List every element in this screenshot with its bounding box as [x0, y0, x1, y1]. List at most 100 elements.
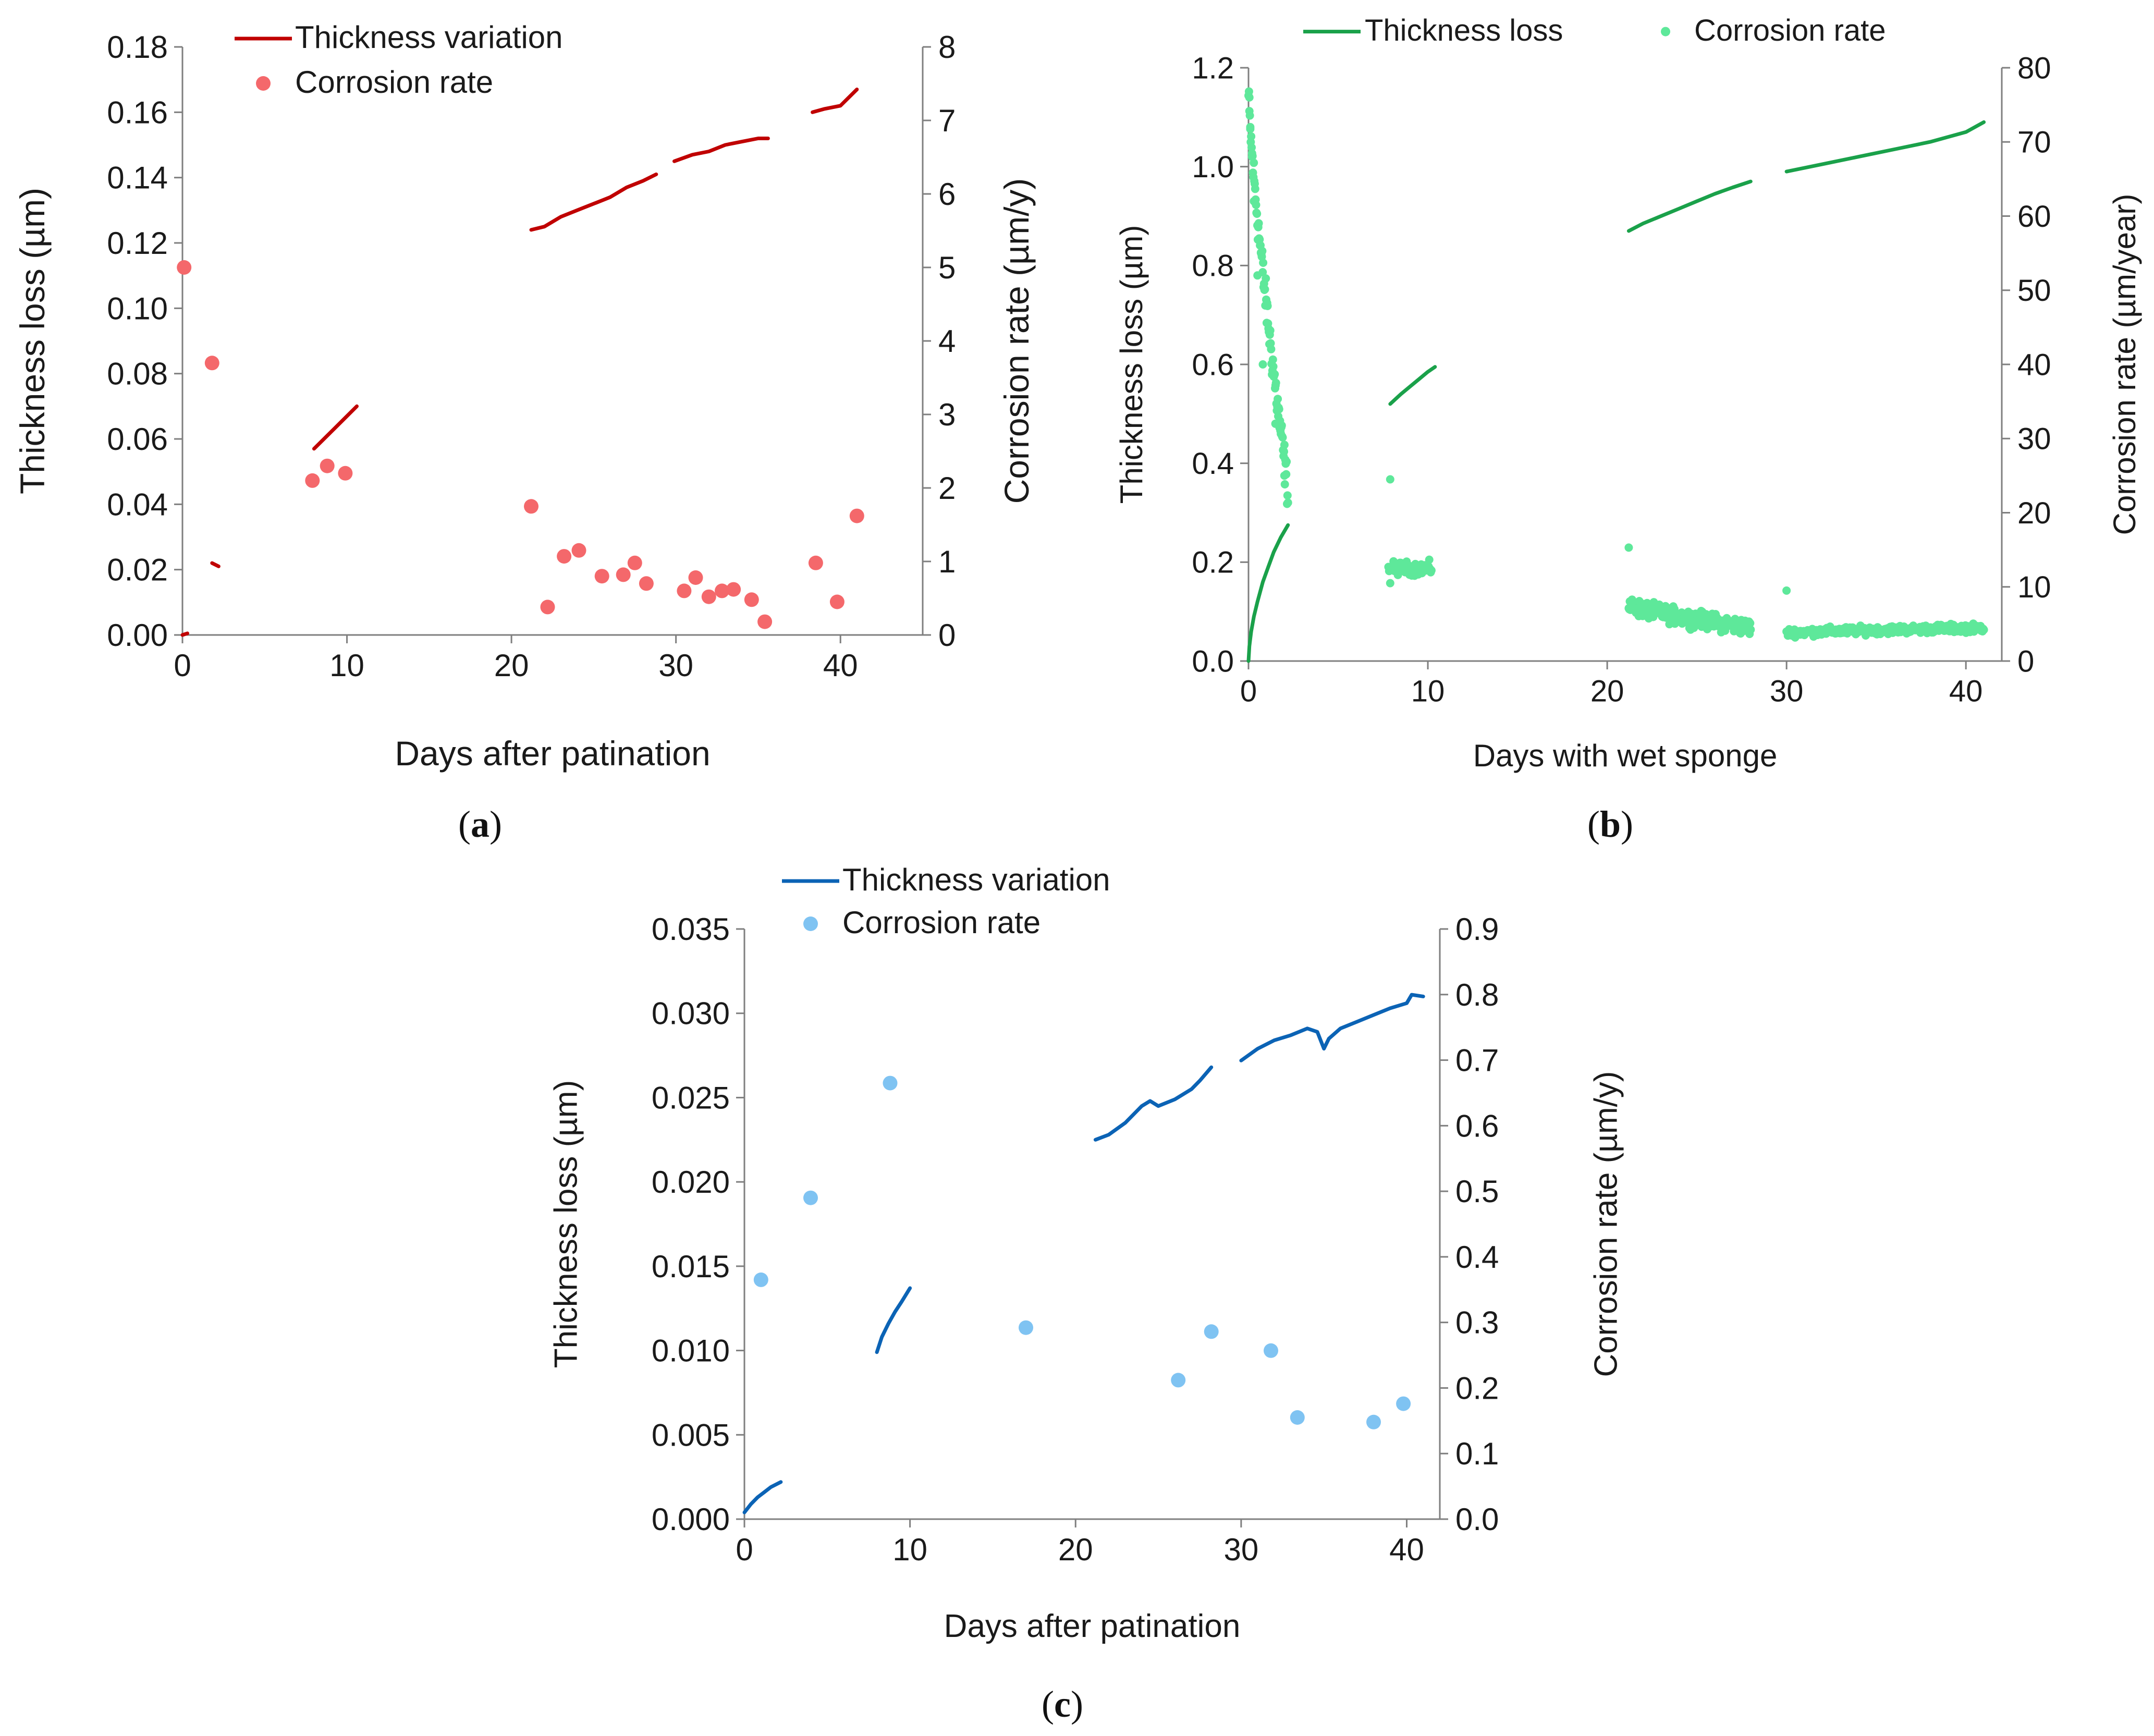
y-tick-label: 0.015	[652, 1249, 730, 1284]
corrosion-rate-point	[1267, 345, 1276, 353]
corrosion-rate-point	[639, 576, 654, 591]
corrosion-rate-point	[1782, 586, 1791, 595]
x-axis-label: Days after patination	[944, 1608, 1241, 1644]
y2-tick-label: 0.0	[1455, 1502, 1499, 1537]
corrosion-rate-point	[204, 356, 219, 371]
y-axis-label: Thickness loss (µm)	[13, 188, 52, 494]
corrosion-rate-point	[1280, 441, 1289, 449]
y2-tick-label: 0	[2017, 644, 2034, 678]
corrosion-rate-point	[1427, 566, 1436, 575]
y2-tick-label: 0.6	[1455, 1108, 1499, 1143]
y2-tick-label: 0.8	[1455, 977, 1499, 1012]
y2-axis-label: Corrosion rate (µm/y)	[1588, 1071, 1624, 1377]
corrosion-rate-point	[305, 473, 320, 488]
line-segment-thickness-variation	[1239, 993, 1425, 1062]
corrosion-rate-point	[1245, 111, 1254, 120]
y2-tick-label: 30	[2017, 422, 2051, 456]
corrosion-rate-point	[1270, 370, 1279, 378]
y-tick-label: 0.8	[1192, 249, 1234, 283]
legend-point-swatch	[256, 76, 271, 91]
y2-tick-label: 0.1	[1455, 1436, 1499, 1471]
y-tick-label: 0.000	[652, 1502, 730, 1537]
y-tick-label: 0.00	[107, 618, 168, 653]
corrosion-rate-point	[1283, 498, 1292, 507]
caption-b: (b)	[1587, 803, 1634, 845]
line-segment-thickness-loss	[1246, 523, 1290, 663]
y2-tick-label: 2	[938, 471, 956, 506]
y-tick-label: 0.4	[1192, 447, 1234, 481]
corrosion-rate-point	[677, 583, 692, 598]
corrosion-rate-point	[524, 499, 538, 514]
y2-tick-label: 1	[938, 544, 956, 579]
x-tick-label: 40	[1389, 1532, 1424, 1567]
y2-tick-label: 70	[2017, 126, 2051, 160]
corrosion-rate-point	[571, 543, 586, 558]
corrosion-rate-point	[1258, 247, 1267, 255]
line-segment-thickness-variation	[811, 88, 859, 114]
x-tick-label: 0	[174, 648, 191, 683]
x-axis-label: Days with wet sponge	[1473, 738, 1778, 773]
x-tick-label: 0	[1240, 674, 1257, 708]
corrosion-rate-point	[1746, 619, 1755, 628]
y-tick-label: 1.2	[1192, 51, 1234, 85]
y-tick-label: 0.005	[652, 1417, 730, 1452]
y-tick-label: 0.035	[652, 912, 730, 947]
line-segment-thickness-variation	[875, 1286, 912, 1354]
line-segment-thickness-variation	[210, 561, 221, 568]
chart-panel-c: 0 10 20 30 40 0.000 0.005 0.010 0.015 0.020 0.025 0…	[548, 862, 1624, 1644]
y-tick-label: 0.18	[107, 30, 168, 65]
corrosion-rate-point	[829, 594, 845, 609]
corrosion-rate-point	[1260, 285, 1269, 294]
y-tick-label: 0.6	[1192, 348, 1234, 382]
chart-panel-a: 0 10 20 30 400.000.020.040.060.080.100.120.1…	[13, 20, 1036, 773]
corrosion-rate-point	[883, 1075, 898, 1091]
y2-tick-label: 10	[2017, 570, 2051, 604]
y2-tick-label: 0.7	[1455, 1043, 1499, 1078]
corrosion-rate-point	[1425, 555, 1434, 564]
x-tick-label: 30	[1223, 1532, 1258, 1567]
corrosion-rate-point	[1262, 274, 1270, 283]
y2-tick-label: 5	[938, 250, 956, 285]
corrosion-rate-point	[1670, 605, 1679, 614]
corrosion-rate-point	[808, 555, 823, 570]
corrosion-rate-point	[1246, 123, 1255, 131]
corrosion-rate-point	[688, 570, 703, 585]
x-tick-label: 40	[823, 648, 858, 683]
corrosion-rate-point	[726, 582, 741, 597]
corrosion-rate-point	[1258, 360, 1267, 369]
caption-c: (c)	[1042, 1683, 1083, 1725]
line-segment-thickness-variation	[312, 404, 359, 451]
corrosion-rate-point	[1271, 419, 1280, 428]
corrosion-rate-point	[1271, 378, 1280, 387]
corrosion-rate-point	[1171, 1373, 1186, 1388]
y-tick-label: 0.0	[1192, 644, 1234, 678]
chart-panel-b: 0 10 20 30 40 0.0 0.2 0.4 0.6 0.8 1.0 1.2 0 10 20 30 40 5…	[1114, 14, 2142, 773]
corrosion-rate-point	[1386, 475, 1394, 484]
corrosion-rate-point	[803, 1190, 818, 1205]
corrosion-rate-point	[715, 583, 729, 598]
corrosion-rate-point	[849, 508, 864, 523]
y-tick-label: 0.12	[107, 226, 168, 261]
y-tick-label: 0.02	[107, 553, 168, 588]
corrosion-rate-point	[1282, 457, 1291, 466]
y-tick-label: 0.020	[652, 1165, 730, 1200]
corrosion-rate-point	[1253, 210, 1262, 218]
corrosion-rate-point	[1247, 152, 1256, 161]
corrosion-rate-point	[177, 260, 192, 275]
corrosion-rate-point	[1244, 87, 1253, 96]
x-tick-label: 0	[736, 1532, 753, 1567]
y-tick-label: 0.2	[1192, 546, 1234, 580]
legend-line-label: Thickness variation	[295, 20, 563, 55]
y-tick-label: 0.025	[652, 1080, 730, 1115]
corrosion-rate-point	[1269, 362, 1278, 371]
corrosion-rate-point	[627, 555, 642, 570]
y2-axis-label: Corrosion rate (µm/year)	[2107, 194, 2142, 535]
corrosion-rate-point	[594, 569, 609, 584]
corrosion-rate-point	[1247, 132, 1256, 141]
x-tick-label: 20	[1590, 674, 1624, 708]
y2-tick-label: 4	[938, 324, 956, 359]
y-tick-label: 0.14	[107, 161, 168, 195]
corrosion-rate-point	[1019, 1320, 1033, 1335]
y2-tick-label: 0.4	[1455, 1240, 1499, 1275]
